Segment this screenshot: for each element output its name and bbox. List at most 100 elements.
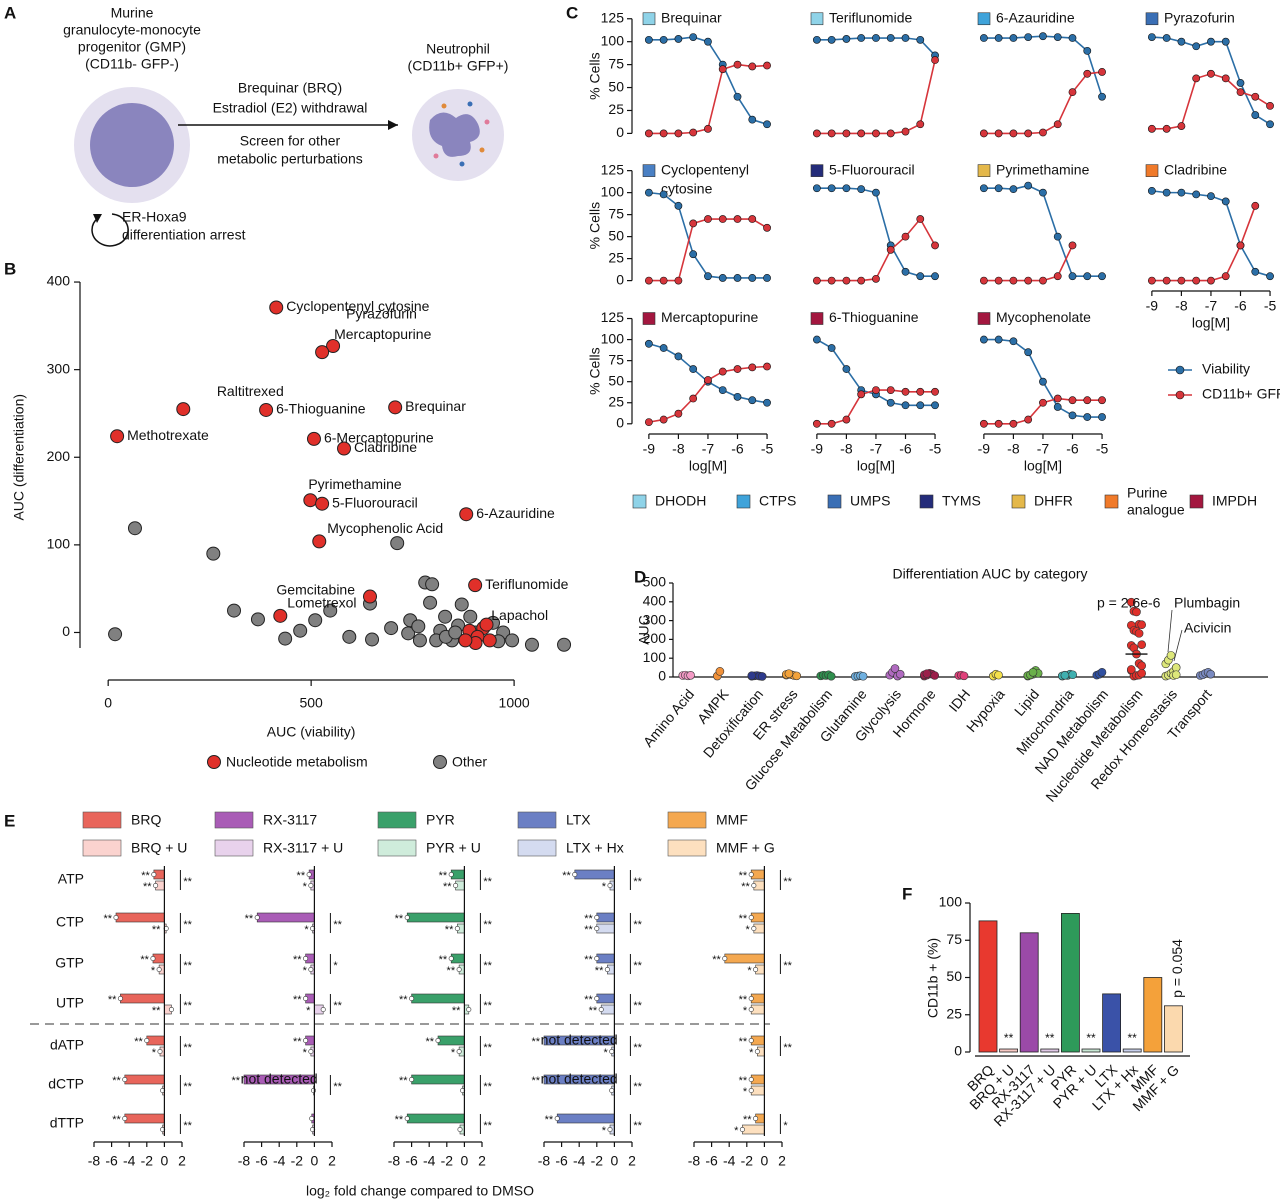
drug-color xyxy=(1145,12,1159,26)
legend-label: BRQ + U xyxy=(131,840,187,856)
x-tick-label: -9 xyxy=(811,441,824,457)
bracket-significance: ** xyxy=(783,876,792,888)
significance: ** xyxy=(134,1036,143,1048)
data-point xyxy=(1039,32,1047,41)
point-label: Mycophenolic Acid xyxy=(327,520,443,536)
significance: ** xyxy=(439,954,448,966)
data-point xyxy=(1171,663,1181,672)
data-point xyxy=(1127,597,1136,607)
data-point xyxy=(312,534,327,549)
x-tick-label: -8 xyxy=(1175,298,1188,314)
significance: ** xyxy=(425,1036,434,1048)
drug-color xyxy=(977,312,991,325)
bar-end xyxy=(722,955,728,961)
data-point xyxy=(463,609,478,624)
significance: * xyxy=(602,881,607,893)
significance: ** xyxy=(584,924,593,936)
data-point xyxy=(959,671,969,681)
x-tick-label: -8 xyxy=(88,1153,101,1169)
significance: * xyxy=(303,881,308,893)
data-point xyxy=(994,34,1003,42)
data-point xyxy=(858,671,868,681)
data-point xyxy=(1083,69,1092,78)
x-tick-label: -5 xyxy=(929,441,942,457)
legend-swatch xyxy=(517,811,557,829)
significance: ** xyxy=(293,994,302,1006)
bracket-significance: ** xyxy=(333,919,342,931)
data-point xyxy=(763,274,771,282)
significance: ** xyxy=(531,1036,540,1048)
x-tick-label: 2 xyxy=(778,1153,786,1169)
data-point xyxy=(1068,88,1077,97)
bar-end xyxy=(122,1116,128,1122)
data-point xyxy=(916,215,925,223)
significance: ** xyxy=(743,1114,752,1126)
annotation: ** xyxy=(1004,1031,1014,1045)
significance: ** xyxy=(562,870,571,882)
significance: * xyxy=(749,1047,754,1059)
data-point xyxy=(748,62,757,71)
data-point xyxy=(827,129,836,138)
y-tick-label: 50 xyxy=(608,372,624,388)
data-point xyxy=(718,65,727,74)
x-tick-label: -5 xyxy=(1264,298,1277,314)
x-tick-label: 0 xyxy=(311,1153,319,1169)
bar xyxy=(724,953,765,964)
granule xyxy=(467,101,473,107)
annotation: ** xyxy=(1128,1031,1138,1045)
y-tick-label: 125 xyxy=(601,309,625,325)
bar-end xyxy=(748,914,754,920)
data-point xyxy=(763,362,771,371)
x-tick-label: -8 xyxy=(388,1153,401,1169)
data-point xyxy=(1137,640,1146,649)
data-point xyxy=(227,603,242,618)
data-point xyxy=(388,400,403,415)
y-tick-label: 300 xyxy=(47,360,71,376)
data-point xyxy=(1251,201,1260,210)
arrest-text: ER-Hoxa9 xyxy=(122,209,187,225)
data-point xyxy=(931,401,939,410)
data-point xyxy=(1009,419,1018,428)
bar-end xyxy=(609,1088,615,1094)
data-point xyxy=(1162,276,1171,285)
data-point xyxy=(857,129,866,138)
x-tick-label: -9 xyxy=(1146,298,1159,314)
y-axis-label: AUC xyxy=(636,615,652,645)
data-point xyxy=(812,184,821,193)
bar xyxy=(596,953,615,964)
target-label: UMPS xyxy=(850,493,890,509)
granule xyxy=(484,119,490,125)
significance: ** xyxy=(293,954,302,966)
bar-end xyxy=(254,914,260,920)
data-point xyxy=(872,188,880,197)
data-point xyxy=(748,363,757,372)
significance: ** xyxy=(140,954,149,966)
x-tick-label: 1000 xyxy=(499,695,530,711)
category-label: ATP xyxy=(58,871,84,887)
data-point xyxy=(1039,276,1047,285)
data-point xyxy=(733,215,742,223)
bar-end xyxy=(753,966,759,972)
data-point xyxy=(827,419,836,428)
y-tick-label: 0 xyxy=(954,1043,962,1059)
x-tick-label: 2 xyxy=(478,1153,486,1169)
screen-text: metabolic perturbations xyxy=(217,151,363,167)
x-axis-label: AUC (viability) xyxy=(267,724,356,740)
data-point xyxy=(1098,396,1106,405)
bar-note: not detected xyxy=(541,1071,618,1087)
x-tick-label: -8 xyxy=(840,441,853,457)
x-tick-label: 0 xyxy=(761,1153,769,1169)
x-tick-label: -2 xyxy=(291,1153,304,1169)
data-point xyxy=(872,386,880,395)
treatment-text: Estradiol (E2) withdrawal xyxy=(213,100,368,116)
data-point xyxy=(1177,122,1186,130)
bar xyxy=(411,1074,465,1085)
data-point xyxy=(901,401,910,410)
fit-line xyxy=(816,217,936,282)
bar-end xyxy=(456,1049,462,1055)
data-point xyxy=(718,367,727,376)
significance: ** xyxy=(399,994,408,1006)
point-label: Raltitrexed xyxy=(217,383,284,399)
significance: * xyxy=(303,1047,308,1059)
x-tick-label: -4 xyxy=(723,1153,736,1169)
